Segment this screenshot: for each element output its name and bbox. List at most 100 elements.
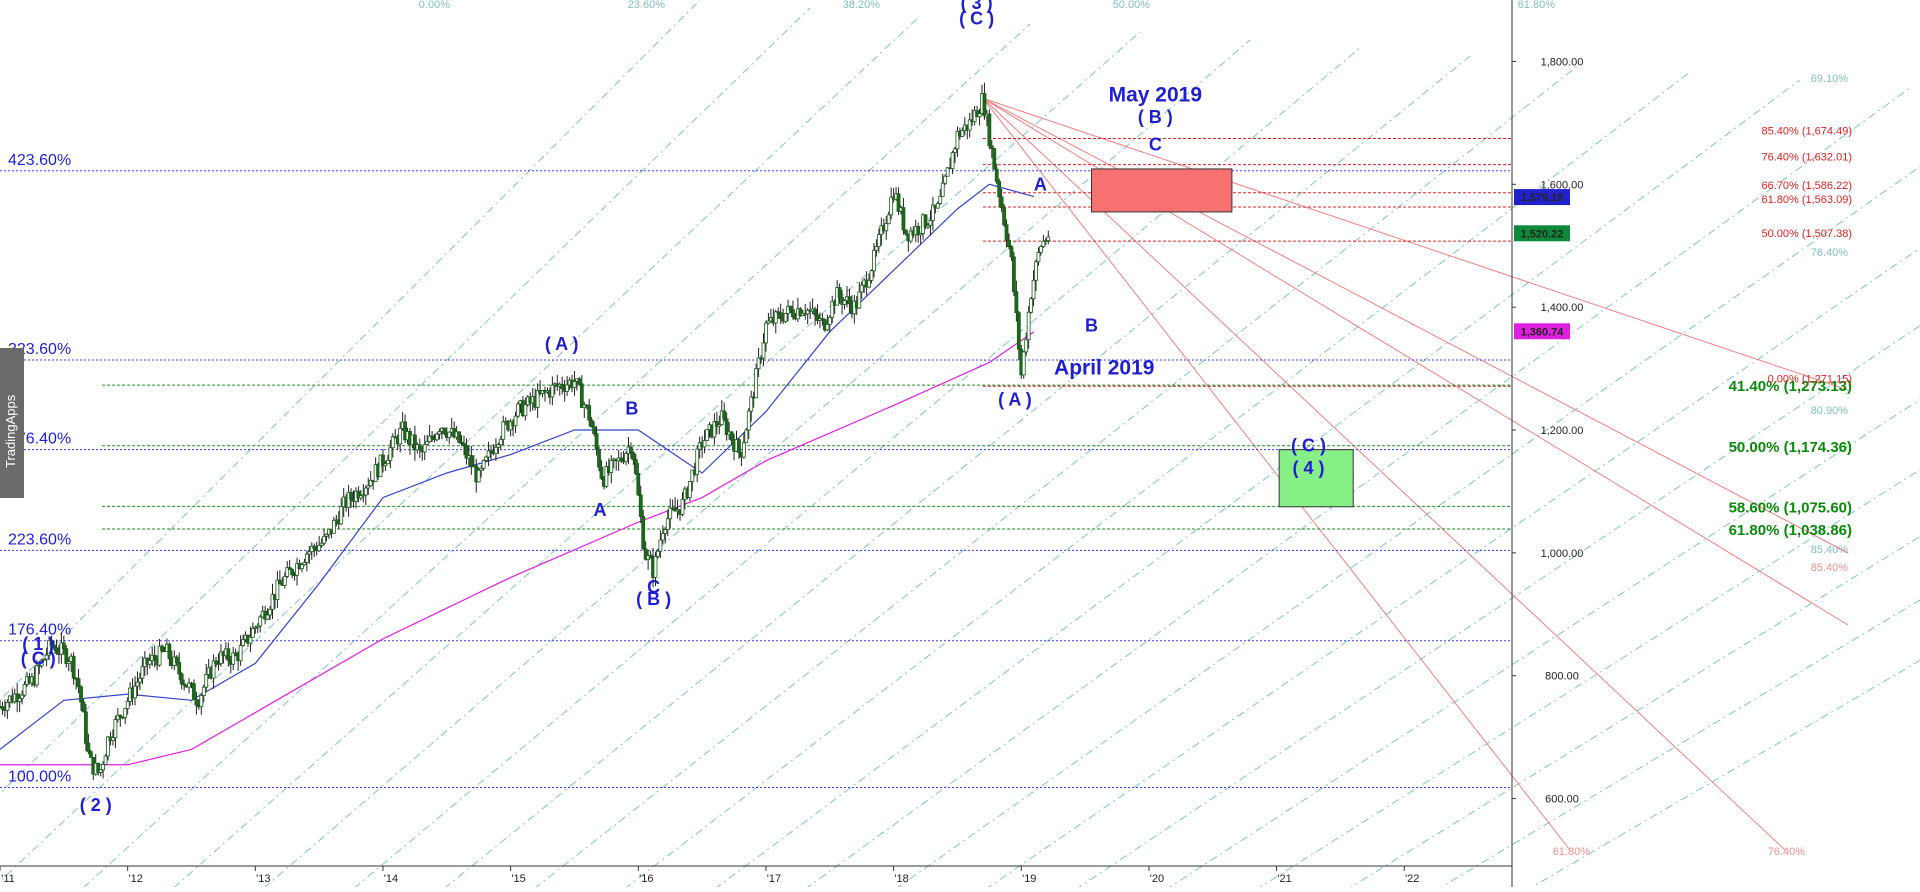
fan-label: 61.80% [1518, 0, 1556, 11]
candle-up [930, 204, 935, 221]
candle-up [123, 708, 128, 718]
candle-down [820, 318, 825, 321]
candle-up [248, 636, 253, 644]
x-tick-label: '12 [128, 873, 142, 885]
candle-up [876, 234, 881, 247]
candle-down [903, 229, 908, 235]
candle-up [705, 429, 709, 441]
fan-label: 69.10% [1811, 73, 1849, 85]
price-badge [1514, 189, 1570, 206]
candle-down [489, 450, 493, 453]
month-label: April 2019 [1054, 357, 1154, 380]
candle-down [312, 545, 317, 549]
candle-up [368, 479, 373, 487]
candle-up [5, 702, 10, 711]
candle-down [1014, 291, 1019, 314]
candle-up [940, 182, 945, 197]
candle-down [579, 383, 584, 408]
candle-down [788, 305, 793, 311]
red-retracement-label: 61.80% (1,563.09) [1761, 194, 1852, 206]
month-label: May 2019 [1109, 83, 1202, 106]
candle-up [238, 645, 243, 662]
candle-up [754, 368, 759, 399]
candle-up [106, 736, 110, 757]
x-tick-label: '20 [1150, 873, 1164, 885]
y-tick-label: 800.00 [1545, 671, 1579, 683]
candle-down [356, 490, 361, 499]
candle-down [457, 431, 461, 443]
candle-up [943, 175, 948, 184]
candle-up [147, 660, 152, 665]
candle-up [1041, 240, 1046, 247]
candle-up [98, 769, 103, 773]
green-retracement-label: 41.40% (1,273.13) [1729, 378, 1852, 395]
candle-up [187, 682, 191, 688]
candle-up [358, 495, 363, 499]
red-fan-label: 61.80% [1553, 846, 1591, 858]
candle-up [653, 555, 658, 578]
fan-label: 0.00% [419, 0, 450, 11]
candle-up [857, 291, 862, 309]
candle-down [0, 706, 5, 710]
candle-up [565, 384, 570, 392]
candle-down [174, 656, 179, 663]
candle-up [550, 384, 555, 398]
candle-up [773, 311, 778, 324]
candle-up [317, 544, 322, 552]
candle-up [427, 435, 432, 443]
candle-up [324, 534, 329, 537]
candle-up [140, 666, 145, 679]
candle-down [403, 421, 407, 441]
candle-up [926, 224, 930, 228]
x-tick-label: '11 [1, 873, 15, 885]
candle-up [133, 685, 137, 699]
candle-down [729, 431, 734, 441]
candle-down [999, 196, 1004, 209]
red-retracement-label: 66.70% (1,586.22) [1761, 180, 1852, 192]
candle-up [42, 658, 47, 661]
candle-down [177, 661, 182, 675]
green-retracement-label: 50.00% (1,174.36) [1729, 439, 1852, 456]
y-tick-label: 1,000.00 [1541, 548, 1584, 560]
candle-up [656, 550, 660, 557]
candle-up [572, 381, 577, 389]
candle-down [381, 454, 385, 467]
candle-up [304, 553, 309, 563]
wave-label: ( C ) [959, 9, 994, 29]
candle-down [815, 314, 820, 321]
candle-down [430, 435, 434, 439]
candle-down [393, 436, 398, 439]
candle-up [830, 300, 835, 318]
green-retracement-label: 58.60% (1,075.60) [1729, 499, 1852, 516]
candle-up [211, 660, 216, 679]
candle-up [886, 214, 891, 225]
y-tick-label: 1,400.00 [1541, 302, 1584, 314]
candle-up [1043, 240, 1048, 242]
candle-up [749, 396, 754, 412]
candle-down [577, 378, 582, 385]
candle-up [437, 431, 442, 435]
candle-up [253, 626, 258, 629]
candle-down [599, 466, 604, 479]
price-badge-label: 1,520.22 [1521, 228, 1564, 240]
extension-label: 176.40% [8, 622, 71, 639]
candle-down [989, 145, 994, 149]
candle-up [34, 664, 39, 686]
candle-down [84, 711, 88, 744]
extension-label: 100.00% [8, 769, 71, 786]
candle-down [462, 443, 466, 446]
candle-up [484, 456, 488, 461]
candle-up [908, 230, 913, 242]
candle-up [1031, 279, 1036, 300]
candle-up [250, 628, 255, 638]
candle-down [118, 714, 123, 718]
candle-up [275, 579, 280, 601]
candle-down [629, 446, 633, 454]
candle-up [285, 567, 290, 577]
x-tick-label: '18 [894, 873, 908, 885]
candle-down [633, 459, 638, 474]
candle-down [96, 762, 101, 773]
target-zone [1278, 449, 1354, 508]
